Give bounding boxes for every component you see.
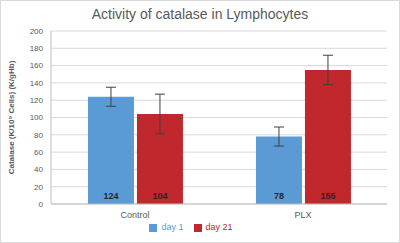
svg-text:124: 124 <box>103 191 118 201</box>
html-text:Activity of catalase in Lympho: Activity of catalase in Lymphocytes <box>91 6 309 22</box>
svg-text:100: 100 <box>30 113 44 122</box>
svg-text:20: 20 <box>34 183 43 192</box>
svg-text:60: 60 <box>34 148 43 157</box>
svg-text:80: 80 <box>34 131 43 140</box>
svg-text:78: 78 <box>274 191 284 201</box>
svg-text:140: 140 <box>30 79 44 88</box>
svg-text:0: 0 <box>39 200 44 209</box>
svg-text:160: 160 <box>30 61 44 70</box>
svg-text:PLX: PLX <box>294 210 311 220</box>
svg-text:155: 155 <box>320 191 335 201</box>
svg-text:200: 200 <box>30 27 44 36</box>
html-text:day 21: day 21 <box>205 222 233 232</box>
html-text:day 1: day 1 <box>161 222 184 232</box>
svg-text:120: 120 <box>30 96 44 105</box>
svg-text:Catalase (K/10⁹ Cells) (K/gHb): Catalase (K/10⁹ Cells) (K/gHb) <box>8 60 16 174</box>
svg-text:Control: Control <box>120 210 149 220</box>
svg-text:180: 180 <box>30 44 44 53</box>
svg-text:104: 104 <box>152 191 167 201</box>
svg-text:40: 40 <box>34 165 43 174</box>
